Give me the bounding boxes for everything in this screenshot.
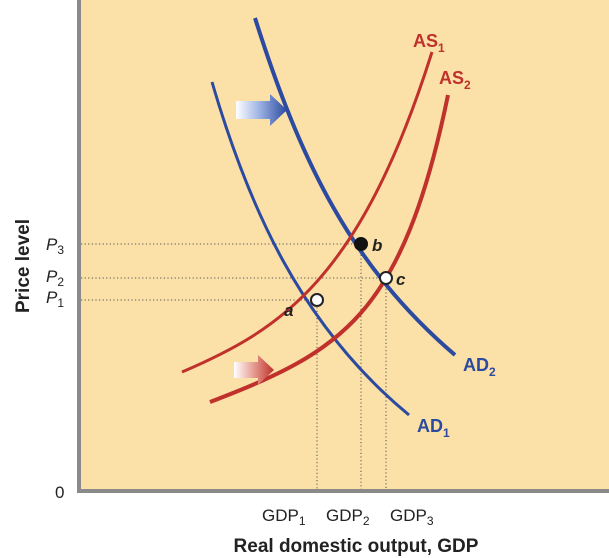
ad1-label: AD1 xyxy=(417,416,450,440)
gdp-label-2: GDP2 xyxy=(326,506,370,528)
point-a-label: a xyxy=(284,301,293,320)
gdp-label-1: GDP1 xyxy=(262,506,306,528)
as2-label: AS2 xyxy=(439,68,471,92)
point-c-marker xyxy=(379,271,393,285)
ad-shift-arrow-icon xyxy=(236,94,287,126)
ad2-label: AD2 xyxy=(463,355,496,379)
x-axis-title: Real domestic output, GDP xyxy=(234,536,479,557)
point-b-marker xyxy=(354,237,368,251)
price-label-p1: P1 xyxy=(46,288,64,310)
origin-label: 0 xyxy=(55,483,64,502)
point-a-marker xyxy=(310,293,324,307)
price-label-p3: P3 xyxy=(46,235,64,257)
as1-label: AS1 xyxy=(413,31,445,55)
point-b-label: b xyxy=(372,236,382,255)
gdp-label-3: GDP3 xyxy=(390,506,434,528)
ad1-curve xyxy=(210,81,410,417)
price-label-p2: P2 xyxy=(46,267,64,289)
ad2-curve xyxy=(253,17,457,357)
as1-curve xyxy=(181,51,434,374)
guide-lines xyxy=(81,243,387,489)
point-c-label: c xyxy=(396,270,406,289)
as-shift-arrow-icon xyxy=(234,355,274,385)
y-axis-title: Price level xyxy=(13,219,34,313)
